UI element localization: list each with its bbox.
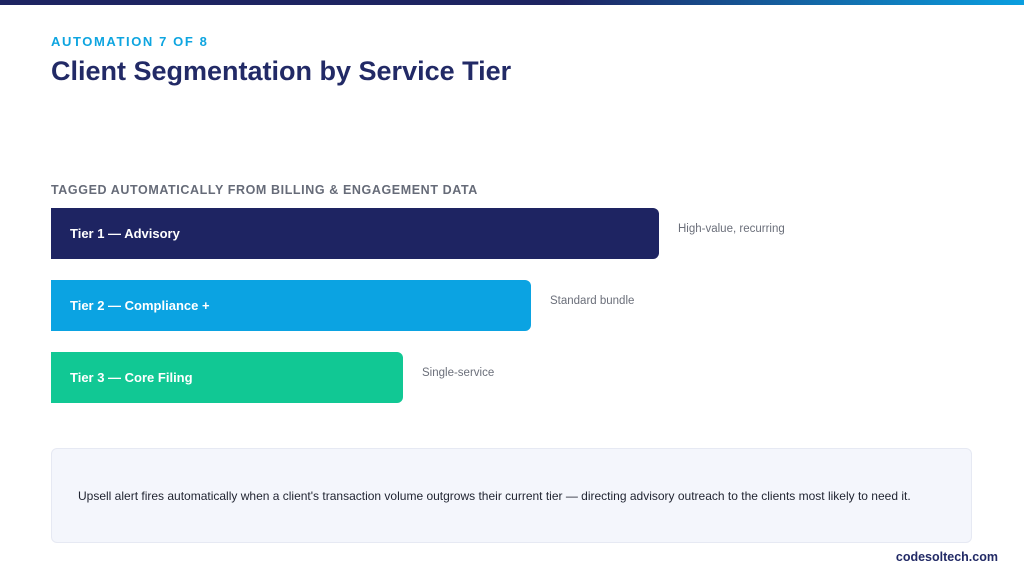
upsell-callout: Upsell alert fires automatically when a … <box>51 448 972 543</box>
tier-2-note: Standard bundle <box>550 295 635 307</box>
tier-3-label: Tier 3 — Core Filing <box>70 370 193 385</box>
automation-counter: AUTOMATION 7 OF 8 <box>51 34 209 49</box>
tier-2-bar: Tier 2 — Compliance + <box>51 280 531 331</box>
callout-text: Upsell alert fires automatically when a … <box>78 488 911 503</box>
section-label: TAGGED AUTOMATICALLY FROM BILLING & ENGA… <box>51 183 478 197</box>
tier-3-bar: Tier 3 — Core Filing <box>51 352 403 403</box>
tier-3-note: Single-service <box>422 367 495 379</box>
tier-1-label: Tier 1 — Advisory <box>70 226 180 241</box>
brand-footer: codesoltech.com <box>895 550 998 564</box>
top-accent-bar <box>0 0 1024 5</box>
tier-1-bar: Tier 1 — Advisory <box>51 208 659 259</box>
tier-2-label: Tier 2 — Compliance + <box>70 298 210 313</box>
page-title: Client Segmentation by Service Tier <box>51 56 512 86</box>
tier-1-note: High-value, recurring <box>678 223 785 235</box>
